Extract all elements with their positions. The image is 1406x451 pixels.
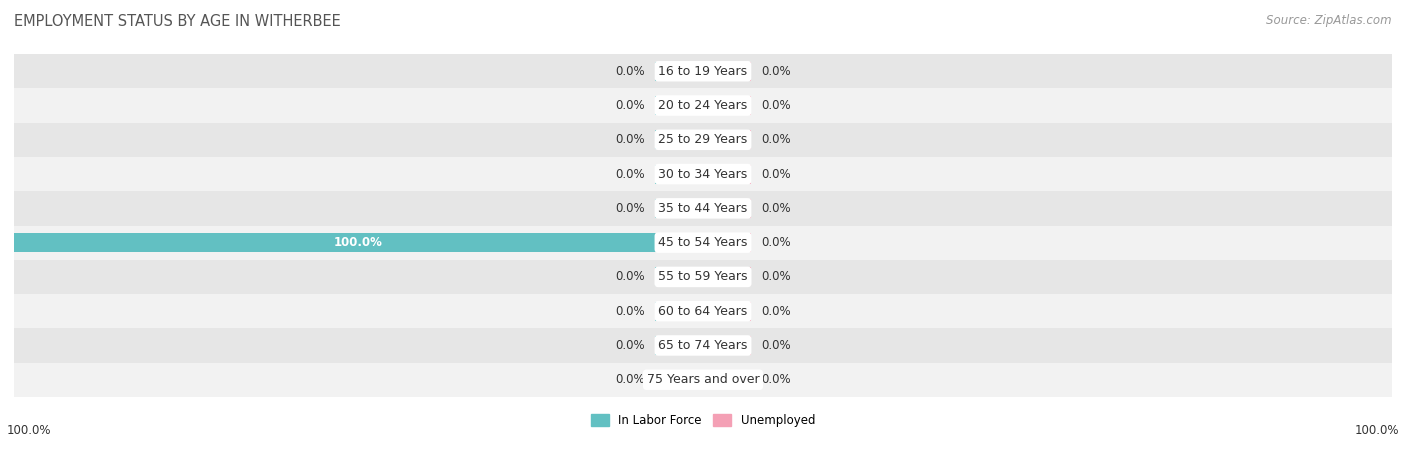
Text: 0.0%: 0.0% xyxy=(762,65,792,78)
Bar xyxy=(703,370,751,389)
Text: 0.0%: 0.0% xyxy=(762,99,792,112)
Text: 100.0%: 100.0% xyxy=(335,236,382,249)
Bar xyxy=(655,96,703,115)
Text: 65 to 74 Years: 65 to 74 Years xyxy=(658,339,748,352)
Text: 16 to 19 Years: 16 to 19 Years xyxy=(658,65,748,78)
Bar xyxy=(655,267,703,286)
Text: 0.0%: 0.0% xyxy=(614,65,644,78)
Text: 0.0%: 0.0% xyxy=(614,373,644,386)
Bar xyxy=(655,336,703,355)
Text: 0.0%: 0.0% xyxy=(762,236,792,249)
Text: 0.0%: 0.0% xyxy=(614,271,644,283)
Text: 0.0%: 0.0% xyxy=(614,305,644,318)
Text: 0.0%: 0.0% xyxy=(762,168,792,180)
Bar xyxy=(655,302,703,321)
Text: 55 to 59 Years: 55 to 59 Years xyxy=(658,271,748,283)
Text: 0.0%: 0.0% xyxy=(614,133,644,146)
Bar xyxy=(14,157,1392,191)
Bar xyxy=(703,62,751,81)
Bar xyxy=(14,233,703,252)
Bar xyxy=(655,165,703,184)
Bar xyxy=(655,370,703,389)
Text: 60 to 64 Years: 60 to 64 Years xyxy=(658,305,748,318)
Text: 0.0%: 0.0% xyxy=(762,339,792,352)
Bar xyxy=(703,96,751,115)
Text: 0.0%: 0.0% xyxy=(762,305,792,318)
Bar xyxy=(655,62,703,81)
Text: 0.0%: 0.0% xyxy=(614,202,644,215)
Bar xyxy=(14,363,1392,397)
Bar xyxy=(14,54,1392,88)
Bar xyxy=(703,267,751,286)
Text: EMPLOYMENT STATUS BY AGE IN WITHERBEE: EMPLOYMENT STATUS BY AGE IN WITHERBEE xyxy=(14,14,340,28)
Text: 0.0%: 0.0% xyxy=(762,271,792,283)
Text: 30 to 34 Years: 30 to 34 Years xyxy=(658,168,748,180)
Text: 0.0%: 0.0% xyxy=(762,133,792,146)
Text: 0.0%: 0.0% xyxy=(614,168,644,180)
Text: 35 to 44 Years: 35 to 44 Years xyxy=(658,202,748,215)
Bar xyxy=(703,130,751,149)
Text: Source: ZipAtlas.com: Source: ZipAtlas.com xyxy=(1267,14,1392,27)
Bar xyxy=(14,123,1392,157)
Bar xyxy=(703,165,751,184)
Text: 100.0%: 100.0% xyxy=(7,424,52,437)
Text: 0.0%: 0.0% xyxy=(762,202,792,215)
Text: 0.0%: 0.0% xyxy=(614,339,644,352)
Bar xyxy=(14,294,1392,328)
Text: 0.0%: 0.0% xyxy=(762,373,792,386)
Text: 0.0%: 0.0% xyxy=(614,99,644,112)
Bar xyxy=(14,260,1392,294)
Bar xyxy=(14,191,1392,226)
Text: 20 to 24 Years: 20 to 24 Years xyxy=(658,99,748,112)
Bar xyxy=(703,336,751,355)
Bar xyxy=(14,226,1392,260)
Text: 75 Years and over: 75 Years and over xyxy=(647,373,759,386)
Text: 100.0%: 100.0% xyxy=(1354,424,1399,437)
Bar xyxy=(655,130,703,149)
Bar xyxy=(703,302,751,321)
Bar xyxy=(655,199,703,218)
Text: 45 to 54 Years: 45 to 54 Years xyxy=(658,236,748,249)
Bar xyxy=(14,88,1392,123)
Bar xyxy=(703,233,751,252)
Bar xyxy=(703,199,751,218)
Bar xyxy=(14,328,1392,363)
Legend: In Labor Force, Unemployed: In Labor Force, Unemployed xyxy=(586,410,820,432)
Text: 25 to 29 Years: 25 to 29 Years xyxy=(658,133,748,146)
